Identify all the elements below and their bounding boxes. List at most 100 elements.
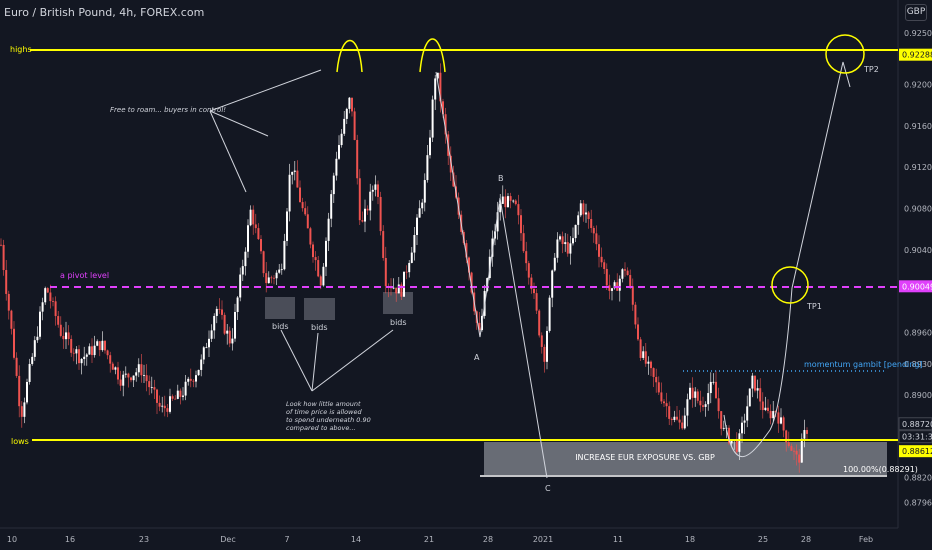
candle-body — [366, 208, 369, 211]
candle-body — [13, 328, 15, 358]
candle-body — [174, 398, 177, 400]
candle-body — [436, 72, 439, 79]
candle-body — [353, 111, 356, 140]
candle-body — [769, 410, 772, 419]
candle-body — [772, 411, 775, 419]
candle-body — [101, 340, 104, 351]
candle-body — [215, 308, 218, 316]
price-label-box — [899, 445, 932, 458]
candle-body — [410, 252, 413, 263]
svg-text:compared to above...: compared to above... — [286, 424, 356, 432]
price-label-box — [898, 430, 932, 444]
candle-body — [322, 266, 325, 286]
candle-body — [182, 395, 184, 397]
candle-body — [36, 336, 39, 341]
candle-body — [512, 200, 515, 202]
candle-body — [660, 392, 663, 402]
candle-body — [520, 215, 522, 234]
candle-body — [85, 354, 88, 357]
candle-body — [499, 203, 502, 213]
candle-body — [478, 322, 481, 331]
candle-body — [345, 108, 348, 119]
projection-path — [723, 61, 851, 458]
candle-body — [579, 203, 582, 216]
candle-body — [423, 180, 426, 203]
candle-body — [426, 155, 429, 181]
candle-body — [416, 217, 418, 235]
candle-body — [696, 391, 699, 401]
time-tick-label: 10 — [7, 535, 17, 544]
candle-body — [392, 287, 395, 289]
candle-body — [439, 72, 442, 102]
candle-body — [408, 262, 411, 273]
candle-body — [348, 97, 351, 109]
candle-body — [327, 218, 330, 241]
candle-body — [717, 398, 720, 412]
candle-body — [265, 273, 268, 284]
fib-label: 100.00%(0.88291) — [843, 465, 918, 474]
candle-body — [720, 411, 723, 429]
candle-body — [754, 375, 756, 391]
lows-label: lows — [11, 437, 29, 446]
candle-body — [62, 335, 65, 340]
candle-body — [551, 270, 554, 298]
candle-body — [41, 302, 44, 312]
candle-body — [673, 416, 676, 420]
candle-body — [369, 191, 372, 211]
candle-body — [5, 270, 8, 294]
candle-body — [397, 284, 400, 294]
candle-body — [33, 340, 36, 357]
candle-body — [678, 419, 681, 423]
candle-body — [306, 214, 309, 229]
candle-body — [202, 347, 205, 360]
candle-body — [0, 244, 2, 246]
candle-body — [403, 271, 405, 297]
candle-body — [587, 212, 590, 220]
candle-body — [634, 304, 637, 325]
candle-body — [247, 225, 249, 252]
time-axis[interactable]: 10 16 23 Dec 7 14 21 28 2021 11 18 25 28 Feb — [7, 535, 873, 544]
candle-body — [741, 422, 743, 434]
candle-body — [468, 257, 470, 273]
currency-badge[interactable]: GBP — [905, 4, 927, 21]
wave-c-label: C — [545, 484, 551, 493]
price-label-text: 0.88612 — [902, 447, 932, 456]
candle-body — [751, 375, 754, 389]
candle-body — [109, 355, 112, 364]
candle-body — [795, 450, 798, 455]
candle-body — [790, 445, 793, 451]
candle-body — [249, 209, 252, 226]
candle-body — [296, 170, 299, 188]
candle-body — [379, 196, 382, 232]
price-tick-label: 0.87960 — [904, 498, 932, 507]
candle-body — [590, 219, 593, 228]
candle-body — [343, 118, 346, 134]
wave-b-label: B — [498, 174, 504, 183]
candle-body — [122, 374, 125, 386]
candle-body — [145, 375, 148, 382]
svg-text:of time price is allowed: of time price is allowed — [286, 408, 362, 416]
candle-body — [46, 288, 49, 293]
tp1-circle — [771, 266, 809, 304]
time-tick-label: Dec — [220, 535, 235, 544]
candle-body — [712, 381, 715, 383]
time-tick-label: 18 — [685, 535, 695, 544]
time-tick-label: 2021 — [533, 535, 553, 544]
candle-body — [509, 196, 512, 201]
candle-body — [429, 137, 431, 156]
candle-body — [777, 412, 780, 424]
candle-body — [15, 357, 18, 376]
candle-body — [631, 286, 634, 305]
candle-body — [787, 442, 790, 446]
candle-body — [166, 408, 169, 412]
candle-body — [566, 242, 569, 254]
candle-body — [540, 335, 543, 347]
candle-body — [176, 390, 179, 399]
bids-label: bids — [390, 318, 407, 327]
candle-body — [301, 202, 304, 209]
candle-body — [743, 420, 746, 423]
